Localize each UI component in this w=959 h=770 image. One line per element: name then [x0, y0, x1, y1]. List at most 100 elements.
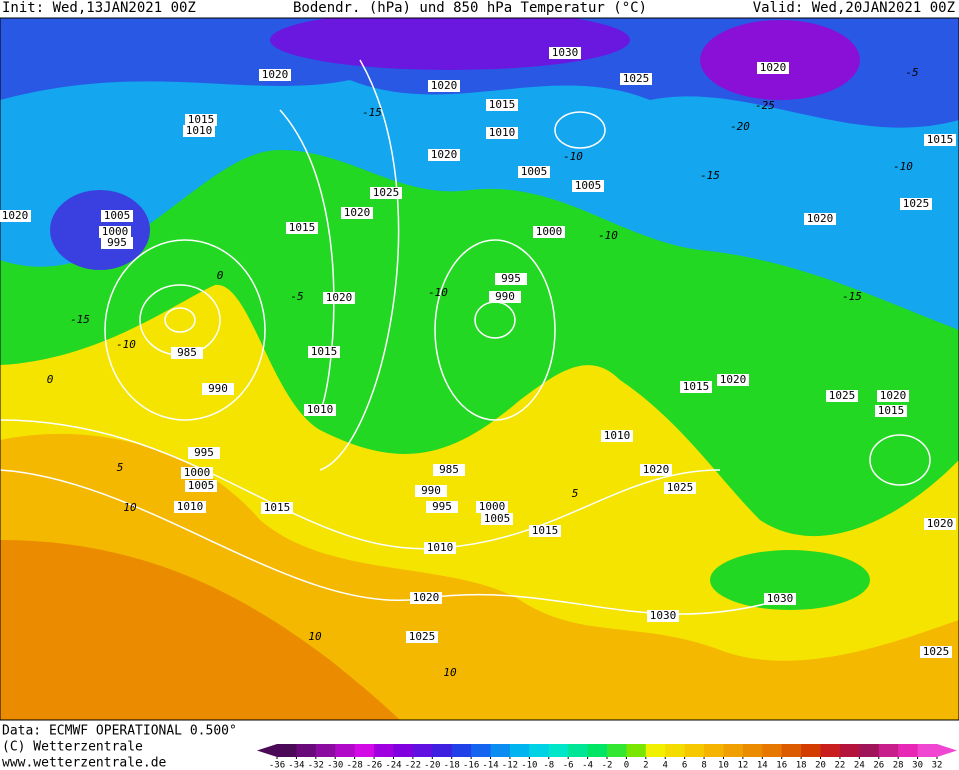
temperature-label: -15 [362, 106, 382, 119]
temperature-label: 10 [308, 630, 322, 643]
colorbar-tick-label: 12 [737, 761, 748, 770]
temperature-label: 0 [47, 373, 54, 386]
colorbar-swatch [626, 744, 647, 757]
colorbar-swatch [607, 744, 627, 757]
colorbar-swatch [393, 744, 414, 757]
isobar-label-box [286, 222, 318, 234]
temperature-label: -10 [893, 160, 913, 173]
colorbar-tick-label: 24 [854, 761, 865, 770]
isobar-label: 1020 [413, 591, 440, 604]
colorbar-tick-label: -28 [347, 761, 363, 770]
temperature-label: -10 [116, 338, 136, 351]
colorbar-arrow-low [257, 744, 277, 757]
isobar-label-box [572, 180, 604, 192]
colorbar-tick-label: 32 [932, 761, 943, 770]
colorbar-swatch [723, 744, 744, 757]
isobar-label-box [341, 207, 373, 219]
colorbar-tick-label: -16 [463, 761, 479, 770]
colorbar-tick-label: -2 [602, 761, 613, 770]
warmest-region [0, 540, 400, 720]
isobar-label: 1015 [188, 113, 215, 126]
colorbar-tick-label: 20 [815, 761, 826, 770]
isobar-label: 1010 [177, 500, 204, 513]
isobar-label: 1020 [880, 389, 907, 402]
colorbar-swatch [412, 744, 433, 757]
isobar-label-box [518, 166, 550, 178]
colorbar-swatch [471, 744, 492, 757]
coldest-region [270, 18, 630, 70]
isobar-label-box [647, 610, 679, 622]
colorbar-swatch [684, 744, 705, 757]
isobar-label: 1000 [479, 500, 506, 513]
colorbar-swatch [354, 744, 375, 757]
colorbar-tick-label: -20 [424, 761, 440, 770]
isobar-label-box [406, 631, 438, 643]
colorbar-swatch [374, 744, 394, 757]
isobar-label-box [920, 646, 952, 658]
isobar-label-box [764, 593, 796, 605]
colorbar-tick-label: -18 [444, 761, 460, 770]
isobar-label: 1005 [484, 512, 511, 525]
isobar-label: 1010 [489, 126, 516, 139]
isobar-label: 1005 [188, 479, 215, 492]
isobar-label: 1020 [326, 291, 353, 304]
colorbar-swatch [665, 744, 686, 757]
isobar-label-box [174, 501, 206, 513]
isobar-label-box [640, 464, 672, 476]
colorbar-swatch [878, 744, 899, 757]
isobar-label-box [433, 464, 465, 476]
isobar-label-box [804, 213, 836, 225]
isobar-label: 995 [107, 236, 127, 249]
isobar-label-box [261, 502, 293, 514]
temperature-label: -5 [290, 290, 303, 303]
isobar-label: 1015 [532, 524, 559, 537]
colorbar-tick-label: -22 [405, 761, 421, 770]
temperature-label: 5 [117, 461, 124, 474]
colorbar-swatch [859, 744, 880, 757]
isobar-label-box [826, 390, 858, 402]
isobar-label: 990 [208, 382, 228, 395]
temperature-label: -10 [428, 286, 448, 299]
colorbar-swatch [742, 744, 763, 757]
colorbar-swatch [839, 744, 860, 757]
footer-line: www.wetterzentrale.de [2, 756, 167, 770]
colorbar-tick-label: 14 [757, 761, 768, 770]
colorbar-tick-label: 28 [893, 761, 904, 770]
isobar-label-box [259, 69, 291, 81]
isobar-label: 1025 [623, 72, 650, 85]
isobar-label: 1015 [264, 501, 291, 514]
isobar-label-box [188, 447, 220, 459]
colorbar-swatch [820, 744, 841, 757]
temperature-label: -10 [598, 229, 618, 242]
isobar-label: 1025 [373, 186, 400, 199]
colorbar-swatch [432, 744, 453, 757]
colorbar-tick-label: 0 [624, 761, 629, 770]
isobar-label: 1015 [927, 133, 954, 146]
isobar-label-box [476, 501, 508, 513]
isobar-label-box [415, 485, 447, 497]
init-time: Init: Wed,13JAN2021 00Z [2, 0, 196, 16]
isobar-label-box [101, 210, 133, 222]
isobar-label: 1000 [536, 225, 563, 238]
temperature-label: -15 [70, 313, 90, 326]
isobar-label: 1015 [878, 404, 905, 417]
colorbar-swatch [451, 744, 472, 757]
isobar-label: 1010 [427, 541, 454, 554]
colorbar-swatch [490, 744, 511, 757]
isobar-label: 1020 [927, 517, 954, 530]
map-title: Bodendr. (hPa) und 850 hPa Temperatur (°… [293, 0, 647, 16]
isobar-label-box [171, 347, 203, 359]
colorbar-tick-label: 6 [682, 761, 687, 770]
isobar-label-box [533, 226, 565, 238]
isobar-label-box [529, 525, 561, 537]
isobar-label: 985 [439, 463, 459, 476]
colorbar-tick-label: -36 [269, 761, 285, 770]
isobar-label-box [202, 383, 234, 395]
temperature-label: 10 [123, 501, 137, 514]
isobar-label-box [549, 47, 581, 59]
isobar-label: 1020 [431, 79, 458, 92]
colorbar-swatch [704, 744, 724, 757]
cool-region [710, 550, 870, 610]
temperature-label: -20 [730, 120, 750, 133]
